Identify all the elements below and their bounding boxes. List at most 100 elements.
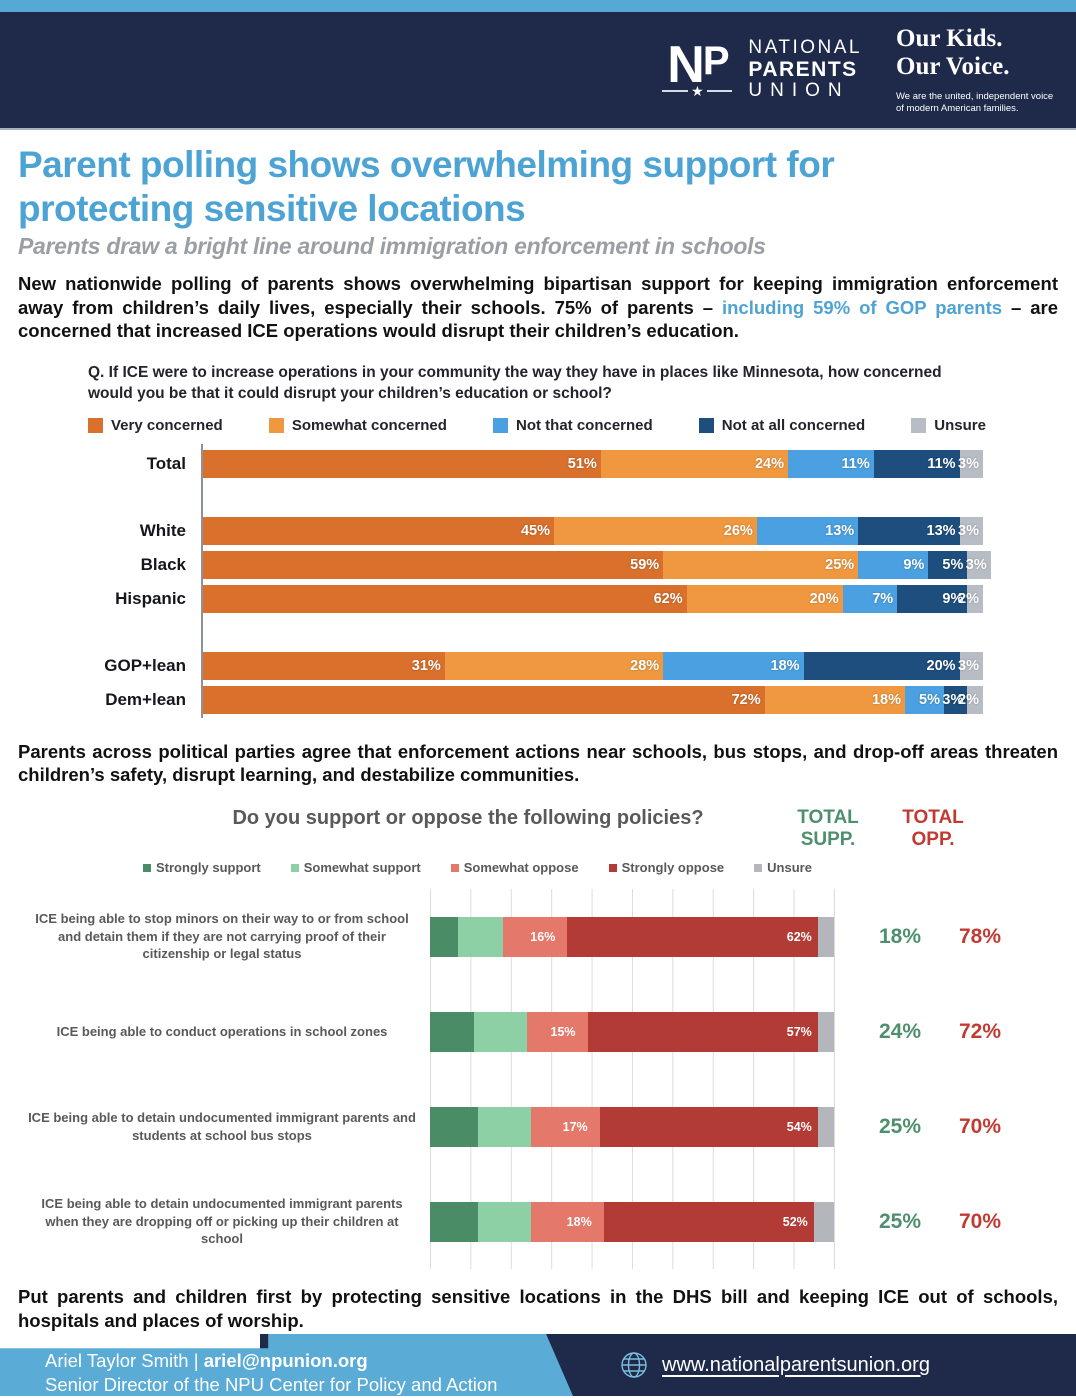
- globe-icon: [621, 1352, 647, 1378]
- legend-item: Strongly support: [143, 860, 261, 875]
- segment-value: 52%: [782, 1214, 808, 1229]
- website-link[interactable]: www.nationalparentsunion.org: [662, 1353, 930, 1376]
- legend-label: Not that concerned: [516, 416, 653, 434]
- legend-label: Unsure: [934, 416, 986, 434]
- segment-value: 3%: [958, 522, 979, 539]
- policy-chart: Do you support or oppose the following p…: [18, 807, 1058, 1270]
- stacked-bar: 72% 18% 5% 3% 2%: [203, 685, 983, 714]
- chart-row: GOP+lean 31% 28% 18% 20% 3%: [88, 651, 998, 680]
- segment-value: 5%: [942, 556, 964, 573]
- stacked-bar: 59% 25% 9% 5% 3%: [203, 550, 991, 579]
- legend-item: Unsure: [754, 860, 812, 875]
- chart-row: ICE being able to detain undocumented im…: [18, 1079, 1058, 1175]
- chart-row: Dem+lean 72% 18% 5% 3% 2%: [88, 685, 998, 714]
- bar-segment: 20%: [803, 651, 960, 680]
- legend-swatch-icon: [754, 863, 763, 872]
- legend-swatch-icon: [608, 863, 617, 872]
- legend-label: Not at all concerned: [721, 416, 866, 434]
- star-icon: ★: [691, 83, 704, 100]
- total-support-value: 24%: [878, 1019, 922, 1043]
- legend-label: Strongly oppose: [621, 860, 725, 876]
- bar-segment: [430, 1106, 479, 1147]
- segment-value: 13%: [926, 522, 956, 539]
- intro-highlight: including 59% of GOP parents: [721, 296, 1003, 318]
- grid-area: 16% 62%: [430, 889, 835, 985]
- policy-chart-rows: ICE being able to stop minors on their w…: [18, 889, 1058, 1270]
- concern-chart-rows: Total 51% 24% 11% 11% 3% White 45% 26% 13% 13% 3% Bl…: [88, 443, 998, 718]
- stacked-bar: 62% 20% 7% 9% 2%: [203, 584, 983, 613]
- chart-row: Black 59% 25% 9% 5% 3%: [88, 550, 998, 579]
- legend-item: Not at all concerned: [698, 416, 866, 434]
- total-oppose-value: 70%: [958, 1114, 1002, 1138]
- segment-value: 28%: [630, 657, 660, 674]
- row-label: GOP+lean: [104, 655, 186, 675]
- policy-chart-header: Do you support or oppose the following p…: [18, 807, 1058, 853]
- bar-segment: 9%: [858, 550, 929, 579]
- bar-segment: [430, 916, 459, 957]
- page-title-line2: protecting sensitive locations: [18, 187, 526, 229]
- bar-segment: 3%: [958, 651, 983, 680]
- contact-separator: |: [188, 1350, 204, 1371]
- closing-paragraph: Put parents and children first by protec…: [18, 1286, 1058, 1331]
- bar-segment: [474, 1011, 527, 1052]
- legend-item: Somewhat oppose: [450, 860, 579, 875]
- bar-segment: 57%: [587, 1011, 818, 1052]
- segment-value: 62%: [786, 929, 812, 944]
- bar-segment: [813, 1201, 834, 1242]
- bar-segment: [430, 1011, 475, 1052]
- grid-area: 17% 54%: [430, 1079, 835, 1175]
- npu-logo: NP ★ NATIONAL PARENTS UNION: [660, 38, 862, 102]
- segment-value: 26%: [723, 522, 753, 539]
- contact-email: ariel@npunion.org: [203, 1350, 368, 1371]
- segment-value: 25%: [825, 556, 855, 573]
- row-label: ICE being able to detain undocumented im…: [28, 1110, 416, 1143]
- chart-row: Total 51% 24% 11% 11% 3%: [88, 449, 998, 478]
- bar-segment: [817, 1106, 834, 1147]
- total-supp-header: TOTAL SUPP.: [797, 806, 859, 851]
- legend-swatch-icon: [493, 417, 508, 433]
- bar-segment: 26%: [554, 516, 757, 545]
- stacked-bar: 45% 26% 13% 13% 3%: [203, 516, 983, 545]
- stacked-bar: 18% 52%: [430, 1201, 834, 1242]
- segment-value: 57%: [786, 1024, 812, 1039]
- segment-value: 45%: [520, 522, 550, 539]
- segment-value: 20%: [809, 590, 839, 607]
- total-opp-header: TOTAL OPP.: [902, 806, 964, 851]
- legend-label: Very concerned: [111, 416, 223, 434]
- bar-segment: 45%: [203, 516, 554, 545]
- legend-item: Very concerned: [88, 417, 223, 434]
- chart-row: Hispanic 62% 20% 7% 9% 2%: [88, 584, 998, 613]
- contact-name: Ariel Taylor Smith: [45, 1350, 189, 1371]
- top-accent-strip: [0, 0, 1076, 12]
- grid-area: 15% 57%: [430, 984, 835, 1080]
- bar-segment: 25%: [663, 550, 859, 579]
- bar-segment: 20%: [686, 584, 843, 613]
- bar-segment: [430, 1201, 479, 1242]
- segment-value: 3%: [965, 556, 987, 573]
- concern-chart: Q. If ICE were to increase operations in…: [88, 363, 998, 718]
- bar-segment: 18%: [663, 651, 804, 680]
- bar-segment: [478, 1201, 531, 1242]
- segment-value: 11%: [927, 455, 956, 472]
- segment-value: 54%: [786, 1119, 812, 1134]
- segment-value: 3%: [958, 657, 979, 674]
- segment-value: 7%: [872, 590, 894, 607]
- bar-segment: 72%: [203, 685, 765, 714]
- row-label: ICE being able to stop minors on their w…: [35, 911, 409, 962]
- stacked-bar: 51% 24% 11% 11% 3%: [203, 449, 983, 478]
- legend-item: Somewhat support: [290, 860, 421, 875]
- total-support-value: 18%: [878, 924, 922, 948]
- total-oppose-value: 78%: [958, 924, 1002, 948]
- chart-row: ICE being able to stop minors on their w…: [18, 889, 1058, 985]
- total-support-value: 25%: [878, 1209, 922, 1233]
- segment-value: 17%: [562, 1119, 588, 1134]
- intro-text-end: – are concerned that increased ICE opera…: [18, 296, 1058, 342]
- npu-logo-mark: NP ★: [660, 39, 734, 100]
- footer-contact: Ariel Taylor Smith | ariel@npunion.org S…: [45, 1349, 497, 1398]
- segment-value: 24%: [754, 455, 784, 472]
- chart-row: White 45% 26% 13% 13% 3%: [88, 516, 998, 545]
- segment-value: 16%: [530, 929, 556, 944]
- stacked-bar: 16% 62%: [430, 916, 834, 957]
- segment-value: 72%: [731, 691, 761, 708]
- total-oppose-value: 72%: [958, 1019, 1002, 1043]
